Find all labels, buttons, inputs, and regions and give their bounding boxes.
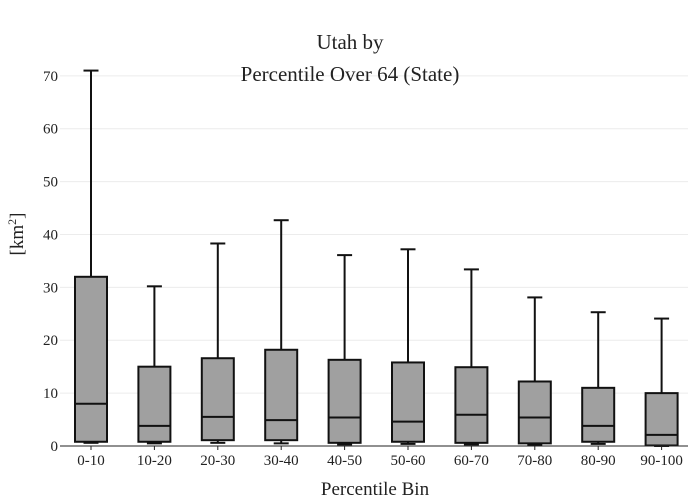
y-tick-label-0: 0 [51,439,59,455]
x-tick-label-2: 20-30 [200,453,235,469]
x-tick-labels: 0-10 10-20 20-30 30-40 40-50 50-60 60-70 70-80 8… [77,446,683,469]
y-tick-label-6: 60 [43,122,58,138]
box-iqr [264,348,299,442]
box-iqr [454,366,489,444]
box-group-40-50 [327,254,362,446]
x-tick-label-1: 10-20 [137,453,172,469]
box-iqr [517,380,552,445]
chart-title-line-1: Utah by [316,30,384,54]
y-tick-label-1: 10 [43,386,58,402]
box-group-80-90 [581,311,616,445]
x-tick-label-8: 80-90 [581,453,616,469]
box-group-0-10 [74,69,108,444]
x-tick-label-5: 50-60 [391,453,426,469]
box-iqr [200,357,235,442]
x-axis-label: Percentile Bin [321,479,430,500]
box-group-70-80 [517,296,552,446]
x-tick-label-4: 40-50 [327,453,362,469]
x-tick-label-0: 0-10 [77,453,105,469]
chart-title-line-2: Percentile Over 64 (State) [241,62,460,86]
boxes [74,69,679,447]
x-tick-label-7: 70-80 [517,453,552,469]
y-tick-label-3: 30 [43,280,58,296]
box-group-20-30 [200,242,235,444]
box-iqr [391,361,425,443]
box-group-50-60 [391,248,425,445]
y-tick-label-5: 50 [43,175,58,191]
y-tick-label-2: 20 [43,333,58,349]
x-tick-label-3: 30-40 [264,453,299,469]
y-axis-label-prefix: [km [7,225,28,256]
box-group-60-70 [454,268,489,446]
box-iqr [327,358,362,444]
box-group-10-20 [137,285,172,445]
box-group-90-100 [644,317,679,447]
box-iqr [581,386,616,443]
box-iqr [644,392,679,447]
y-axis-label-suffix: ] [7,213,28,219]
y-tick-label-7: 70 [43,69,58,85]
y-axis-label-superscript: 2 [5,219,19,225]
y-tick-labels: 0 10 20 30 40 50 60 70 [43,69,58,455]
x-tick-label-9: 90-100 [640,453,683,469]
gridlines [60,75,688,394]
y-axis-label: [km2] [5,213,28,256]
box-iqr [74,275,108,443]
x-tick-label-6: 60-70 [454,453,489,469]
y-tick-label-4: 40 [43,227,58,243]
box-group-30-40 [264,219,299,445]
box-iqr [137,365,172,443]
